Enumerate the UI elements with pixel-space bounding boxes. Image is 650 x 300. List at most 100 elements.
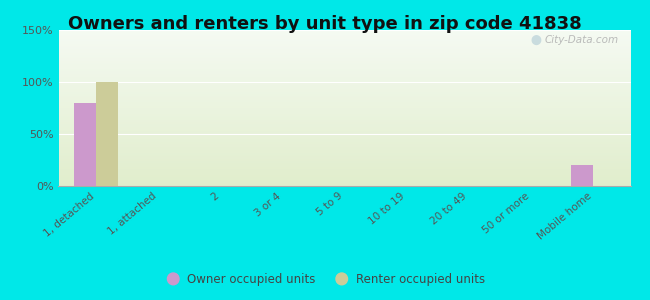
- Bar: [58, 72, 630, 74]
- Bar: [58, 183, 630, 184]
- Bar: [58, 134, 630, 136]
- Bar: [58, 43, 630, 44]
- Bar: [58, 83, 630, 85]
- Bar: [58, 133, 630, 134]
- Bar: [58, 146, 630, 147]
- Bar: [58, 39, 630, 41]
- Bar: [58, 150, 630, 152]
- Bar: [58, 177, 630, 178]
- Bar: [58, 139, 630, 141]
- Bar: [58, 88, 630, 89]
- Bar: [58, 114, 630, 116]
- Bar: [58, 91, 630, 92]
- Bar: [58, 170, 630, 172]
- Bar: [74, 103, 96, 186]
- Text: City-Data.com: City-Data.com: [545, 35, 619, 45]
- Bar: [58, 50, 630, 52]
- Bar: [58, 105, 630, 106]
- Bar: [58, 144, 630, 146]
- Bar: [58, 64, 630, 66]
- Bar: [58, 80, 630, 82]
- Bar: [58, 56, 630, 58]
- Bar: [58, 33, 630, 35]
- Bar: [58, 166, 630, 167]
- Bar: [58, 82, 630, 83]
- Bar: [58, 158, 630, 160]
- Bar: [58, 68, 630, 69]
- Bar: [58, 74, 630, 75]
- Bar: [58, 46, 630, 47]
- Bar: [58, 155, 630, 156]
- Bar: [58, 66, 630, 68]
- Bar: [58, 127, 630, 128]
- Bar: [58, 108, 630, 110]
- Bar: [58, 69, 630, 70]
- Bar: [58, 148, 630, 150]
- Bar: [58, 121, 630, 122]
- Bar: [58, 75, 630, 77]
- Bar: [58, 78, 630, 80]
- Bar: [58, 111, 630, 113]
- Text: Owners and renters by unit type in zip code 41838: Owners and renters by unit type in zip c…: [68, 15, 582, 33]
- Bar: [58, 86, 630, 88]
- Bar: [58, 85, 630, 86]
- Bar: [58, 97, 630, 99]
- Bar: [58, 63, 630, 64]
- Bar: [58, 89, 630, 91]
- Bar: [58, 131, 630, 133]
- Bar: [58, 99, 630, 100]
- Bar: [58, 156, 630, 158]
- Bar: [58, 147, 630, 148]
- Bar: [58, 38, 630, 39]
- Bar: [58, 94, 630, 95]
- Bar: [58, 161, 630, 163]
- Bar: [58, 92, 630, 94]
- Bar: [58, 178, 630, 180]
- Bar: [58, 160, 630, 161]
- Bar: [58, 138, 630, 139]
- Bar: [58, 175, 630, 177]
- Bar: [58, 172, 630, 173]
- Bar: [58, 52, 630, 53]
- Bar: [58, 169, 630, 170]
- Bar: [58, 180, 630, 181]
- Bar: [58, 60, 630, 61]
- Bar: [96, 82, 118, 186]
- Bar: [58, 32, 630, 33]
- Bar: [58, 124, 630, 125]
- Bar: [571, 165, 593, 186]
- Bar: [58, 95, 630, 97]
- Bar: [58, 163, 630, 164]
- Bar: [58, 130, 630, 131]
- Bar: [58, 116, 630, 117]
- Bar: [58, 164, 630, 166]
- Bar: [58, 173, 630, 175]
- Bar: [58, 181, 630, 183]
- Bar: [58, 53, 630, 55]
- Bar: [58, 167, 630, 169]
- Bar: [58, 41, 630, 43]
- Bar: [58, 128, 630, 130]
- Bar: [58, 58, 630, 60]
- Bar: [58, 103, 630, 105]
- Text: ⬤: ⬤: [531, 35, 542, 45]
- Legend: Owner occupied units, Renter occupied units: Owner occupied units, Renter occupied un…: [161, 269, 489, 291]
- Bar: [58, 136, 630, 138]
- Bar: [58, 117, 630, 119]
- Bar: [58, 100, 630, 102]
- Bar: [58, 55, 630, 56]
- Bar: [58, 36, 630, 38]
- Bar: [58, 106, 630, 108]
- Bar: [58, 70, 630, 72]
- Bar: [58, 122, 630, 124]
- Bar: [58, 44, 630, 46]
- Bar: [58, 49, 630, 50]
- Bar: [58, 153, 630, 155]
- Bar: [58, 142, 630, 144]
- Bar: [58, 113, 630, 114]
- Bar: [58, 141, 630, 142]
- Bar: [58, 47, 630, 49]
- Bar: [58, 102, 630, 103]
- Bar: [58, 77, 630, 78]
- Bar: [58, 125, 630, 127]
